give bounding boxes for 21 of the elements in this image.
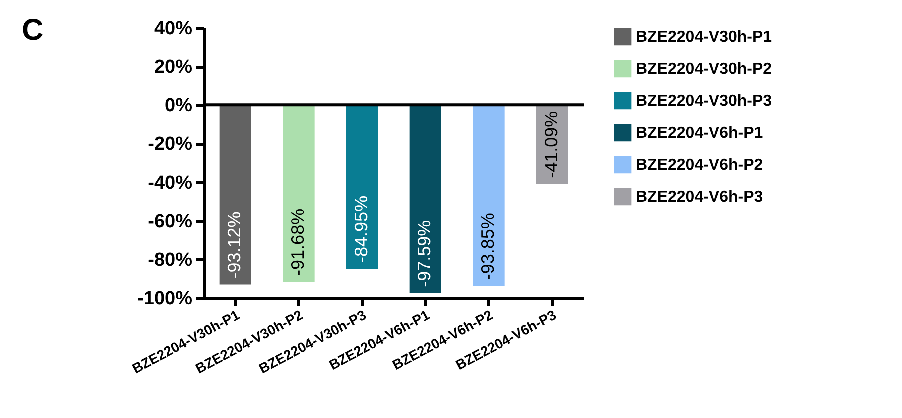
y-tick-label: 20%	[154, 57, 193, 78]
y-tick-label: 0%	[165, 96, 193, 117]
y-tick-label: -60%	[148, 211, 193, 232]
legend-label: BZE2204-V30h-P3	[636, 93, 772, 110]
data-label: -93.85%	[478, 213, 498, 280]
data-label: -84.95%	[351, 196, 372, 263]
legend-label: BZE2204-V6h-P3	[636, 189, 764, 206]
data-label: -97.59%	[414, 220, 435, 288]
y-tick-label: 40%	[154, 18, 193, 40]
legend-label: BZE2204-V30h-P1	[636, 29, 772, 46]
data-label: -41.09%	[541, 111, 562, 178]
y-tick-label: -20%	[148, 134, 193, 156]
legend-label: BZE2204-V30h-P2	[636, 61, 772, 78]
y-tick-label: -40%	[148, 172, 193, 194]
data-label: -93.12%	[224, 212, 245, 279]
data-label: -91.68%	[288, 208, 308, 276]
text: C	[22, 14, 44, 48]
y-tick-label: -80%	[148, 250, 193, 271]
legend-label: BZE2204-V6h-P1	[636, 125, 764, 142]
y-tick-label: -100%	[138, 288, 193, 310]
legend-label: BZE2204-V6h-P2	[636, 157, 764, 174]
